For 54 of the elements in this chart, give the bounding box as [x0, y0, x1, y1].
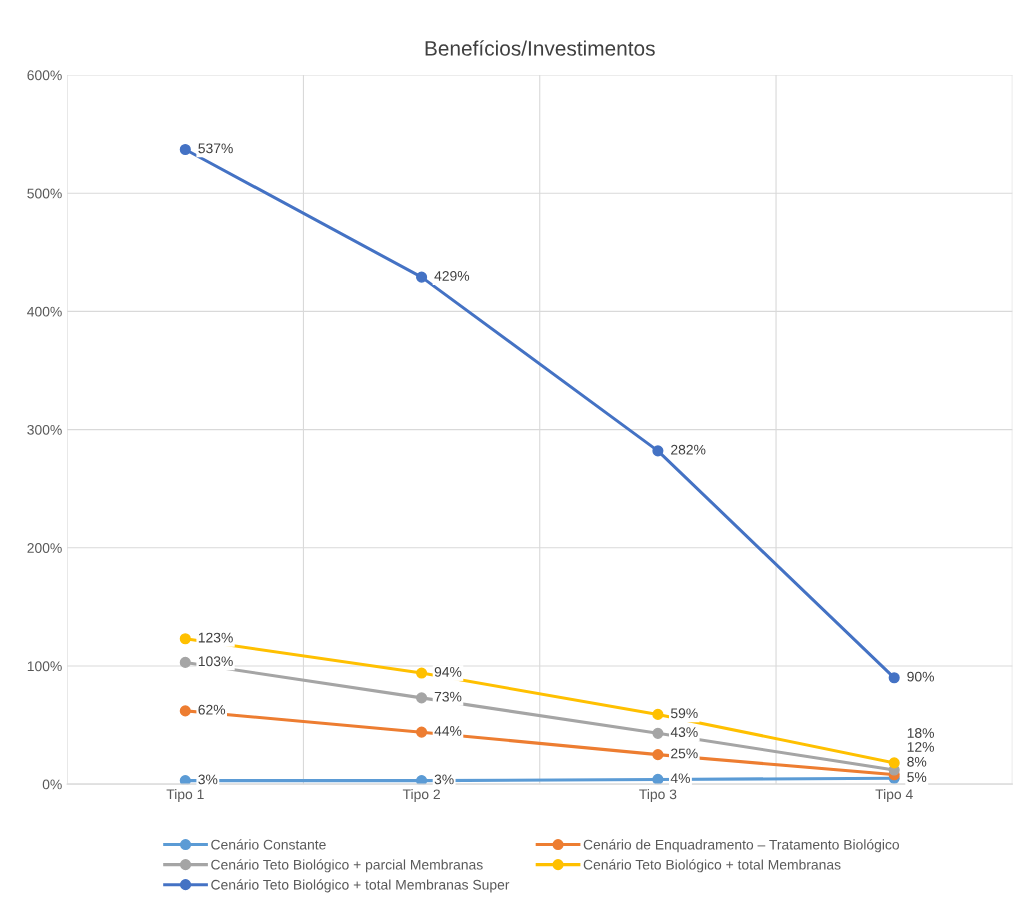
chart-title: Benefícios/Investimentos: [425, 40, 655, 56]
point: [652, 708, 664, 720]
point: [416, 667, 428, 679]
data-label: 73%: [434, 691, 462, 702]
data-label: 3%: [434, 774, 454, 785]
point: [888, 757, 900, 769]
legend-label: Cenário de Enquadramento – Tratamento Biológico: [583, 839, 900, 853]
y-tick-label: 400%: [27, 306, 62, 317]
data-label: 103%: [198, 656, 233, 667]
y-tick-label: 500%: [27, 188, 62, 199]
data-label: 8%: [907, 756, 927, 767]
point: [416, 692, 428, 704]
data-label: 4%: [670, 773, 690, 784]
y-tick-label: 600%: [27, 70, 62, 81]
x-tick-label: Tipo 4: [875, 789, 913, 802]
data-label: 25%: [671, 748, 698, 759]
data-label: 59%: [670, 708, 698, 719]
data-label: 44%: [434, 726, 462, 736]
y-tick-label: 0%: [42, 779, 62, 790]
data-label: 123%: [198, 632, 233, 643]
x-tick-label: Tipo 1: [166, 789, 204, 802]
data-label: 5%: [907, 772, 927, 782]
y-tick-label: 100%: [27, 661, 62, 672]
point: [416, 775, 428, 785]
data-label: 429%: [434, 271, 470, 281]
point: [179, 775, 191, 785]
data-label: 18%: [907, 728, 934, 738]
legend-label: Cenário Teto Biológico + total Membranas Super: [211, 879, 510, 893]
point: [652, 749, 664, 761]
data-label: 62%: [198, 704, 226, 715]
x-tick-label: Tipo 3: [639, 789, 677, 802]
legend-label: Cenário Teto Biológico + total Membranas: [583, 859, 841, 873]
data-label: 43%: [670, 727, 698, 738]
x-tick-label: Tipo 2: [402, 789, 440, 802]
data-label: 282%: [671, 444, 706, 455]
point: [179, 656, 191, 668]
point: [416, 726, 428, 738]
point: [652, 445, 664, 457]
point: [179, 143, 191, 156]
legend-label: Cenário Constante: [211, 839, 326, 850]
data-label: 12%: [907, 742, 934, 752]
data-label: 3%: [198, 774, 218, 785]
point: [179, 705, 191, 717]
legend-label: Cenário Teto Biológico + parcial Membranas: [211, 859, 483, 873]
data-label: 90%: [907, 671, 934, 682]
data-label: 94%: [434, 666, 462, 677]
point: [652, 727, 664, 739]
point: [888, 672, 900, 684]
point: [652, 773, 664, 785]
y-tick-label: 300%: [27, 424, 62, 435]
data-label: 537%: [198, 143, 233, 154]
y-tick-label: 200%: [27, 543, 62, 553]
point: [416, 271, 428, 283]
point: [179, 633, 191, 645]
